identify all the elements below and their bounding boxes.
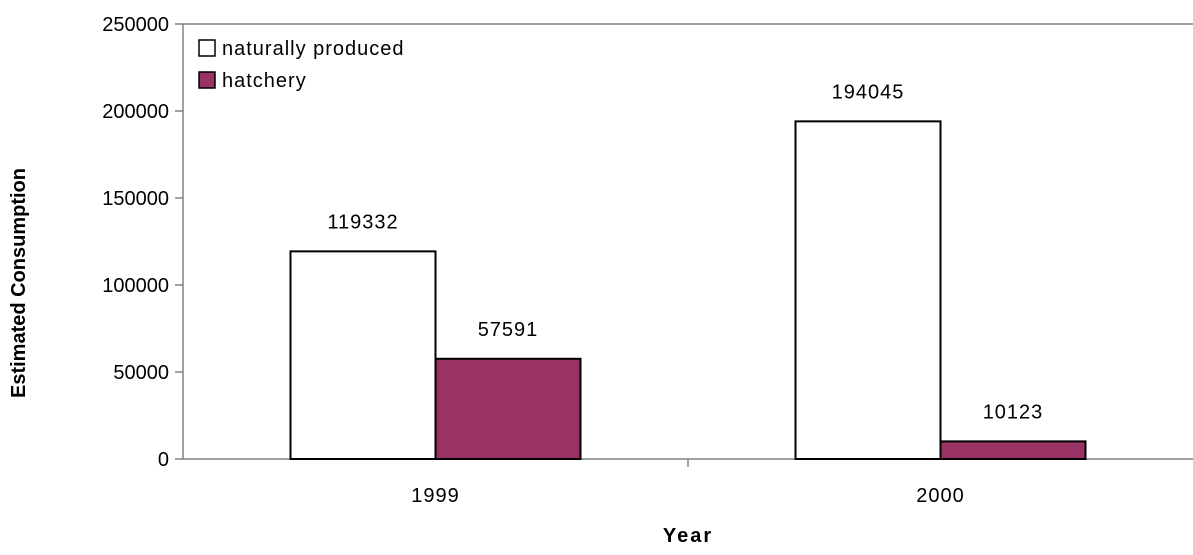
x-tick-label: 1999 bbox=[411, 485, 460, 507]
legend: naturally produced hatchery bbox=[198, 38, 405, 92]
data-label: 10123 bbox=[983, 401, 1044, 423]
y-tick-label: 0 bbox=[158, 449, 169, 471]
bar-hatchery-1999 bbox=[434, 357, 582, 460]
y-tick-label: 150000 bbox=[102, 188, 169, 210]
y-tick-label: 100000 bbox=[102, 275, 169, 297]
data-label: 194045 bbox=[832, 81, 905, 103]
data-labels: 119332 57591 194045 10123 bbox=[327, 81, 1044, 423]
legend-swatch bbox=[198, 39, 216, 57]
x-axis: 1999 2000 bbox=[183, 458, 1193, 507]
bars bbox=[289, 120, 1087, 461]
y-tick-label: 50000 bbox=[113, 362, 169, 384]
x-axis-title: Year bbox=[663, 525, 713, 547]
y-axis: 0 50000 100000 150000 200000 250000 bbox=[102, 14, 1193, 471]
bar-naturally-produced-1999 bbox=[289, 250, 437, 460]
legend-swatch bbox=[198, 71, 216, 89]
legend-label: hatchery bbox=[222, 70, 307, 92]
legend-label: naturally produced bbox=[222, 38, 405, 60]
bar-hatchery-2000 bbox=[939, 440, 1087, 461]
x-tick-label: 2000 bbox=[916, 485, 965, 507]
y-tick-label: 250000 bbox=[102, 14, 169, 36]
y-tick-label: 200000 bbox=[102, 101, 169, 123]
data-label: 57591 bbox=[478, 319, 539, 341]
y-axis-title: Estimated Consumption bbox=[8, 168, 30, 398]
data-label: 119332 bbox=[327, 211, 398, 233]
bar-naturally-produced-2000 bbox=[794, 120, 942, 461]
